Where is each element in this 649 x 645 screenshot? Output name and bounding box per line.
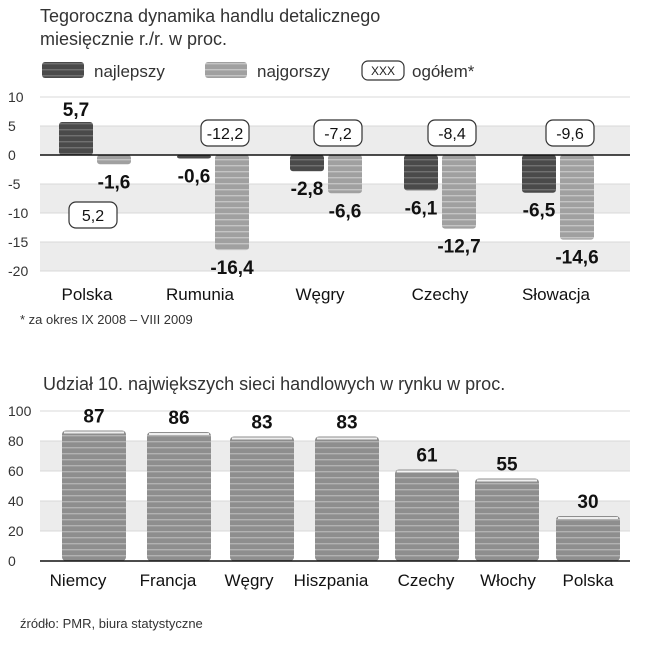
bar-highlight	[477, 479, 537, 482]
bar-best	[177, 155, 211, 159]
bar-highlight	[397, 470, 457, 473]
overall-box	[68, 201, 118, 229]
value-label-best: -6,5	[523, 201, 556, 222]
bar-highlight	[149, 433, 209, 435]
bar-highlight	[558, 517, 618, 519]
bar	[556, 516, 620, 561]
y-tick-label: 0	[8, 147, 16, 163]
chart1-bars	[59, 121, 594, 251]
value-label-best: -6,1	[405, 198, 438, 219]
value-label: 61	[416, 446, 438, 467]
bar-highlight	[64, 431, 124, 434]
y-tick-label: 20	[8, 523, 24, 539]
y-tick-label: 10	[8, 89, 24, 105]
value-label-best: -2,8	[291, 179, 324, 200]
value-label: 86	[168, 408, 189, 429]
value-label-overall: 5,2	[82, 208, 104, 225]
value-label-worst: -1,6	[98, 172, 131, 193]
bar-best	[290, 155, 324, 172]
bar	[395, 469, 459, 561]
value-label-best: 5,7	[63, 100, 89, 121]
legend-label-overall: ogółem*	[412, 62, 475, 81]
bar-worst	[442, 155, 476, 229]
chart1-labels: 5,7 -1,6 5,2 Polska -0,6 -16,4 -12,2 Rumunia -2,…	[40, 100, 630, 304]
y-tick-label: -15	[8, 234, 28, 250]
chart1-title: Tegoroczna dynamika handlu detalicznego	[40, 6, 380, 26]
category-label: Polska	[61, 285, 113, 304]
category-label: Niemcy	[50, 571, 107, 590]
value-label-best: -0,6	[178, 166, 211, 187]
chart1-footnote: * za okres IX 2008 – VIII 2009	[20, 312, 193, 327]
value-label-overall: -9,6	[556, 126, 584, 143]
bar-highlight	[232, 437, 292, 440]
value-label-worst: -16,4	[210, 258, 254, 279]
category-label: Włochy	[480, 571, 536, 590]
value-label-overall: -8,4	[438, 126, 466, 143]
overall-box	[545, 119, 595, 147]
value-label: 30	[577, 492, 598, 513]
value-label-overall: -7,2	[324, 126, 352, 143]
value-label: 87	[83, 407, 104, 428]
value-label-overall: -12,2	[207, 126, 244, 143]
category-label: Czechy	[412, 285, 469, 304]
y-tick-label: 5	[8, 118, 16, 134]
bar-best	[59, 121, 93, 155]
bar	[315, 436, 379, 561]
legend-label-worst: najgorszy	[257, 62, 330, 81]
y-tick-label: 40	[8, 493, 24, 509]
value-label: 55	[496, 455, 518, 476]
category-label: Węgry	[224, 571, 274, 590]
y-tick-label: -10	[8, 205, 28, 221]
category-label: Czechy	[398, 571, 455, 590]
value-label: 83	[336, 413, 357, 434]
bar-worst	[328, 155, 362, 194]
legend-box-text: XXX	[371, 64, 395, 78]
y-tick-label: 0	[8, 553, 16, 569]
bar-worst	[97, 155, 131, 165]
legend-label-best: najlepszy	[94, 62, 165, 81]
bar-best	[404, 155, 438, 191]
legend-swatch-overall	[361, 60, 405, 81]
grid-band	[40, 242, 630, 271]
category-label: Hiszpania	[294, 571, 369, 590]
value-label: 83	[251, 413, 272, 434]
y-tick-label: 80	[8, 433, 24, 449]
value-label-worst: -14,6	[555, 248, 598, 269]
bar-worst	[560, 155, 594, 240]
bar-worst	[215, 155, 249, 251]
y-tick-label: 60	[8, 463, 24, 479]
y-tick-label: -5	[8, 176, 21, 192]
bar-highlight	[317, 437, 377, 440]
bar-best	[522, 155, 556, 193]
chart1-subtitle: miesięcznie r./r. w proc.	[40, 29, 227, 49]
chart2-labels: 87 Niemcy 86 Francja 83 Węgry 83 Hiszpania 61 Cze…	[40, 407, 630, 590]
category-label: Francja	[140, 571, 197, 590]
category-label: Węgry	[295, 285, 345, 304]
chart2-title: Udział 10. największych sieci handlowych…	[43, 374, 505, 394]
bar	[147, 432, 211, 561]
legend-swatch-worst	[205, 62, 247, 78]
source-note: źródło: PMR, biura statystyczne	[20, 616, 203, 631]
y-tick-label: 100	[8, 403, 32, 419]
bar	[230, 436, 294, 561]
category-label: Rumunia	[166, 285, 235, 304]
overall-box	[200, 119, 250, 147]
bar	[475, 478, 539, 561]
category-label: Słowacja	[522, 285, 591, 304]
overall-box	[313, 119, 363, 147]
legend-swatch-best	[42, 62, 84, 78]
bar	[62, 430, 126, 561]
value-label-worst: -12,7	[437, 237, 480, 258]
value-label-worst: -6,6	[329, 201, 362, 222]
category-label: Polska	[562, 571, 614, 590]
overall-box	[427, 119, 477, 147]
y-tick-label: -20	[8, 263, 28, 279]
chart2-bars	[62, 430, 620, 561]
